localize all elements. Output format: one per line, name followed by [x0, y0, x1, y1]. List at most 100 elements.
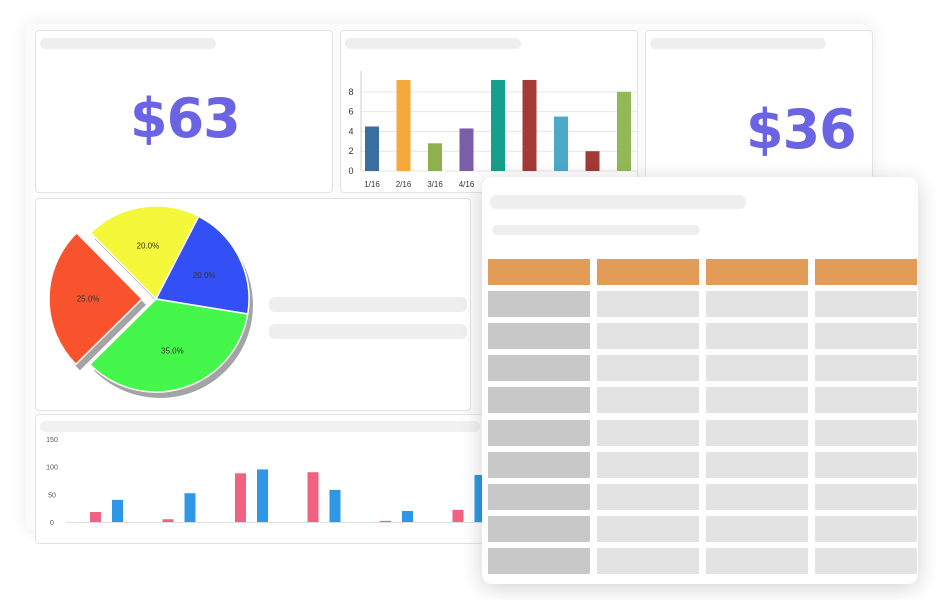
- table-row-header-cell: [488, 547, 590, 574]
- card-title-placeholder: [490, 195, 746, 209]
- table-header-cell: [706, 259, 808, 285]
- table-row-header-cell: [488, 515, 590, 542]
- bar: [522, 79, 537, 171]
- bar: [365, 126, 379, 171]
- y-tick-label: 150: [46, 437, 58, 444]
- pie-slice: [88, 298, 249, 393]
- bar: [162, 519, 174, 522]
- table-cell: [706, 515, 808, 542]
- bar-chart-1: 024681/162/163/164/165/166/167/168/169/1…: [348, 71, 637, 189]
- table-cell: [815, 515, 917, 542]
- pie-slice-label: 35.0%: [161, 346, 184, 355]
- y-tick-label: 50: [48, 492, 56, 499]
- x-tick-label: 1/16: [364, 180, 380, 189]
- legend-placeholder-2: [269, 324, 467, 339]
- kpi-value-left: $63: [130, 87, 241, 150]
- bar: [235, 473, 246, 522]
- bar: [617, 91, 631, 171]
- y-tick-label: 0: [50, 520, 54, 527]
- table-cell: [706, 355, 808, 382]
- panel-title-placeholder: [345, 38, 521, 49]
- panel-title-placeholder: [40, 38, 216, 49]
- panel-title-placeholder: [650, 38, 826, 49]
- bar: [585, 151, 600, 171]
- table-cell: [706, 547, 808, 574]
- table-header-cell: [597, 259, 699, 285]
- table-cell: [706, 291, 808, 318]
- table-cell: [597, 355, 699, 382]
- table-cell: [597, 419, 699, 446]
- table-cell: [597, 451, 699, 478]
- x-tick-label: 2/16: [396, 180, 412, 189]
- y-tick-label: 8: [348, 87, 353, 97]
- table-row-header-cell: [488, 419, 590, 446]
- table-cell: [815, 323, 917, 350]
- x-tick-label: 3/16: [427, 180, 443, 189]
- pie-chart: 20.0% 20.0% 35.0% 25.0%: [48, 205, 253, 398]
- panel-title-placeholder: [40, 421, 480, 432]
- kpi-value-right: $36: [746, 98, 857, 161]
- table-cell: [597, 291, 699, 318]
- bar: [112, 499, 123, 522]
- bar: [257, 469, 268, 522]
- bar: [184, 493, 196, 522]
- pie-slice-label: 25.0%: [77, 295, 100, 304]
- y-tick-label: 0: [348, 166, 353, 176]
- table-row-header-cell: [488, 323, 590, 350]
- bar: [380, 520, 391, 522]
- table-cell: [815, 419, 917, 446]
- kpi-panel-right: $36: [645, 30, 873, 193]
- pie-slice: [48, 231, 144, 366]
- legend-placeholder-1: [269, 297, 467, 312]
- table-row-header-cell: [488, 483, 590, 510]
- pie-slice-label: 20.0%: [137, 242, 160, 251]
- bar: [402, 510, 413, 522]
- bar: [452, 509, 464, 522]
- table-card: [482, 177, 918, 584]
- card-subtitle-placeholder: [492, 225, 700, 235]
- table-row-header-cell: [488, 355, 590, 382]
- table-row-header-cell: [488, 291, 590, 318]
- table-cell: [706, 323, 808, 350]
- y-tick-label: 4: [348, 126, 353, 136]
- table-cell: [706, 451, 808, 478]
- table-cell: [815, 451, 917, 478]
- table-row-header-cell: [488, 387, 590, 414]
- table-cell: [706, 483, 808, 510]
- bar: [459, 128, 474, 171]
- table-header-cell: [815, 259, 917, 285]
- table-cell: [706, 387, 808, 414]
- bar-chart-panel: 024681/162/163/164/165/166/167/168/169/1…: [340, 30, 638, 193]
- x-tick-label: 4/16: [459, 180, 475, 189]
- pie-slice-label: 20.0%: [193, 271, 216, 280]
- bar: [90, 512, 101, 522]
- table-cell: [815, 387, 917, 414]
- bar: [396, 79, 411, 171]
- bar-chart-2: 0 50 100 150: [46, 437, 484, 527]
- table-header-cell: [488, 259, 590, 285]
- table-row-header-cell: [488, 451, 590, 478]
- bar: [329, 489, 341, 522]
- pie-chart-panel: 20.0% 20.0% 35.0% 25.0%: [35, 198, 471, 411]
- grouped-bar-chart-panel: 0 50 100 150: [35, 414, 485, 544]
- table-cell: [815, 483, 917, 510]
- table-cell: [815, 291, 917, 318]
- pie-slice: [89, 205, 200, 301]
- table-cell: [597, 483, 699, 510]
- table-cell: [706, 419, 808, 446]
- table-cell: [815, 355, 917, 382]
- y-tick-label: 2: [348, 146, 353, 156]
- table-cell: [597, 547, 699, 574]
- bar: [554, 116, 568, 171]
- table-cell: [597, 387, 699, 414]
- bar: [491, 79, 505, 171]
- y-tick-label: 100: [46, 465, 58, 472]
- bar: [428, 143, 442, 171]
- kpi-panel-left: $63: [35, 30, 333, 193]
- y-tick-label: 6: [348, 107, 353, 117]
- table-cell: [815, 547, 917, 574]
- pie-slice: [154, 215, 250, 315]
- table-cell: [597, 323, 699, 350]
- bar: [307, 472, 319, 522]
- table-cell: [597, 515, 699, 542]
